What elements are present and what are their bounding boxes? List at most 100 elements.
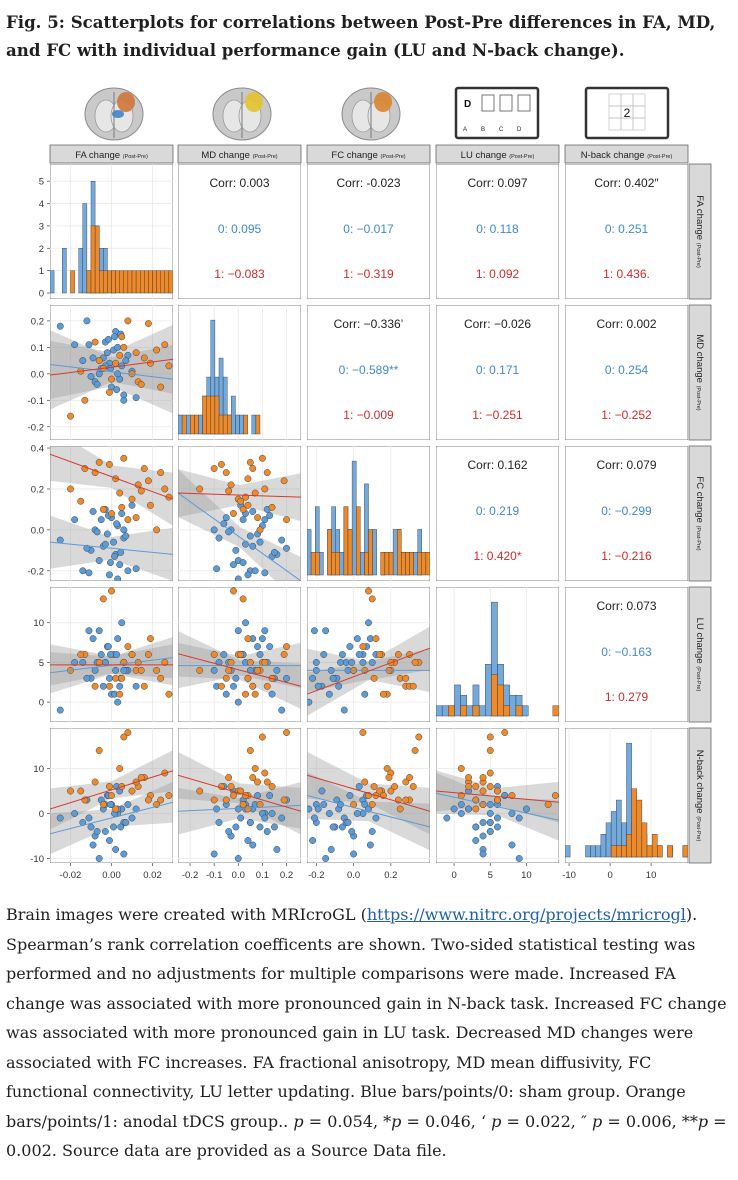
scatter-point-anodal <box>479 787 487 795</box>
scatter-point-anodal <box>263 469 271 477</box>
scatter-point-anodal <box>120 343 128 351</box>
scatter-point-anodal <box>91 682 99 690</box>
strip-label-main: MD change <box>201 150 252 161</box>
scatter-point-sham <box>107 801 114 808</box>
x-tick-label: 10 <box>646 870 657 881</box>
strip-label-main: MD change <box>694 334 705 385</box>
scatter-point-anodal <box>108 375 115 383</box>
y-tick-label: 0.4 <box>31 444 44 455</box>
scatter-point-anodal <box>153 346 161 354</box>
strip-label-sub: (Post-Pre) <box>509 154 534 160</box>
scatter-point-anodal <box>251 765 259 772</box>
scatter-point-anodal <box>263 682 271 690</box>
strip-label: MD change (Post-Pre) <box>201 150 277 161</box>
scatter-point-sham <box>106 674 113 682</box>
scatter-point-anodal <box>409 783 417 790</box>
panel-border <box>436 728 559 863</box>
scatter-point-sham <box>325 810 333 817</box>
scatter-point-anodal <box>222 674 230 682</box>
p-value: = 0.046, ‘ <box>401 1111 492 1131</box>
scatter-point-anodal <box>551 792 559 799</box>
panel-NB-NB <box>565 728 688 863</box>
strip-label-main: FC change <box>694 476 705 525</box>
strip-label: LU change (Post-Pre) <box>461 150 535 161</box>
scatter-point-sham <box>479 819 487 826</box>
scatter-point-anodal <box>77 497 85 505</box>
scatter-point-sham <box>322 855 330 862</box>
histogram-bar-anodal <box>131 270 137 294</box>
scatter-point-sham <box>71 810 79 817</box>
x-tick-label: 5 <box>488 870 493 881</box>
scatter-point-anodal <box>196 485 204 493</box>
strip-label-main: FA change <box>694 195 705 243</box>
scatter-point-sham <box>239 516 247 524</box>
scatter-point-anodal <box>99 595 107 603</box>
scatter-point-sham <box>89 841 97 849</box>
histogram-bar-sham <box>454 684 461 717</box>
scatter-point-sham <box>99 682 107 690</box>
histogram-bar-anodal <box>315 552 320 576</box>
corr-sham-label: 0: 0.254 <box>605 363 649 377</box>
panel-border <box>178 164 301 299</box>
lu-letter-box <box>499 94 513 112</box>
histogram-bar-sham <box>239 414 244 435</box>
scatter-point-sham <box>261 814 269 822</box>
scatter-point-sham <box>258 635 266 643</box>
scatter-point-anodal <box>161 485 169 493</box>
scatter-point-anodal <box>244 805 252 813</box>
scatter-point-anodal <box>376 787 384 795</box>
caption-text-2: ). Spearman’s rank correlation coefficen… <box>6 905 727 1131</box>
histogram-bar-anodal <box>515 705 523 717</box>
scatter-point-sham <box>256 823 264 831</box>
panel-NB-FA <box>50 728 173 863</box>
strip-label: LU change (Post-Pre) <box>694 618 705 692</box>
brain-region-highlight <box>374 92 392 112</box>
scatter-point-sham <box>346 643 354 651</box>
regression-line-anodal <box>178 774 301 812</box>
scatter-point-sham <box>56 706 64 714</box>
scatter-point-sham <box>87 373 95 380</box>
scatter-point-anodal <box>261 485 269 493</box>
scatter-point-sham <box>213 565 221 573</box>
scatter-point-sham <box>355 783 363 790</box>
scatter-point-sham <box>314 805 322 813</box>
scatter-point-sham <box>106 571 113 579</box>
x-tick-label: -0.2 <box>182 870 198 881</box>
brain-icon <box>84 87 144 141</box>
scatter-point-anodal <box>258 733 266 741</box>
scatter-point-sham <box>89 508 97 515</box>
y-tick-label: 3 <box>39 221 44 232</box>
scatter-point-sham <box>230 561 237 569</box>
scatter-point-sham <box>93 380 101 388</box>
scatter-point-sham <box>113 651 121 658</box>
histogram-bar-anodal <box>123 270 129 294</box>
panel-border <box>565 587 688 722</box>
histogram-bar-sham <box>413 552 418 576</box>
corr-overall-label: Corr: 0.073 <box>596 599 656 613</box>
scatter-point-anodal <box>99 505 107 513</box>
scatter-point-sham <box>79 357 87 365</box>
panel-NB-LU <box>436 728 559 863</box>
scatter-point-sham <box>254 643 262 651</box>
mricrogl-link[interactable]: https://www.nitrc.org/projects/mricrogl <box>366 905 686 924</box>
scatter-point-anodal <box>230 792 237 799</box>
histogram-bar-anodal <box>331 552 336 576</box>
scatter-point-anodal <box>415 733 423 741</box>
scatter-point-anodal <box>472 783 480 790</box>
panel-FA-NB: Corr: 0.402″ 0: 0.251 1: 0.436. <box>565 164 688 299</box>
scatter-point-anodal <box>147 501 154 509</box>
histogram-bar-anodal <box>168 270 173 294</box>
panel-border <box>565 164 688 299</box>
histogram-bar-anodal <box>310 552 316 576</box>
strip-background <box>49 144 174 164</box>
corr-sham-label: 0: −0.017 <box>343 222 394 236</box>
corr-sham-label: 0: −0.163 <box>601 645 652 659</box>
scatter-point-sham <box>114 575 122 581</box>
corr-sham-label: 0: 0.251 <box>605 222 649 236</box>
x-tick-label: 0.2 <box>384 870 397 881</box>
scatter-point-sham <box>120 850 128 858</box>
scatter-point-sham <box>322 627 330 635</box>
scatter-point-anodal <box>457 765 465 772</box>
x-tick-label: -10 <box>562 870 576 881</box>
scatter-point-anodal <box>77 787 85 795</box>
